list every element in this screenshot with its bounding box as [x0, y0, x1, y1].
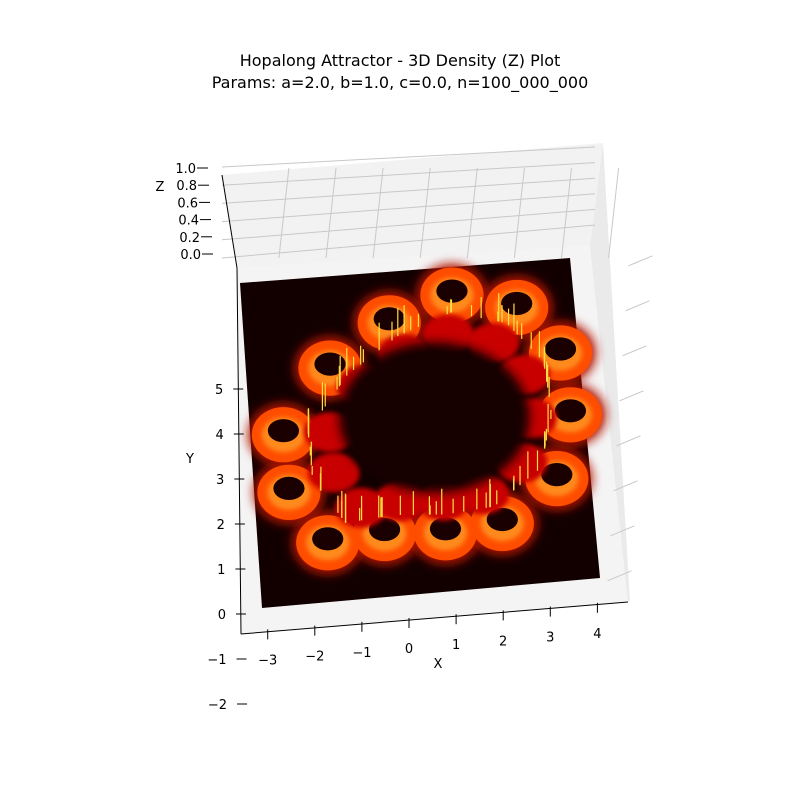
lobe-hole	[273, 476, 305, 500]
grid-line-x	[608, 167, 620, 259]
grid-line-y	[607, 570, 632, 582]
z-tick-label: 0.2	[179, 231, 200, 246]
x-tick-label: 0	[405, 642, 413, 657]
grid-line-y	[610, 525, 635, 537]
grid-line-y	[619, 390, 644, 402]
lobe-hole	[544, 337, 577, 361]
grid-line-y	[622, 345, 647, 357]
z-tick-label: 0.6	[177, 196, 198, 211]
y-axis-label: Y	[185, 452, 194, 467]
grid-line-z	[221, 208, 596, 241]
grid-line-z	[221, 177, 596, 204]
z-axis-label: Z	[156, 180, 165, 195]
y-tick-label: 4	[215, 428, 223, 443]
x-axis-label: X	[434, 657, 443, 672]
grid-line-x	[561, 167, 572, 259]
grid-line-y	[625, 300, 650, 312]
grid-line-x	[278, 167, 290, 259]
x-axis-line	[240, 601, 629, 635]
inner-band	[307, 452, 360, 493]
density-surface	[247, 263, 607, 575]
grid-line-y	[616, 435, 641, 447]
lobe-hole	[554, 399, 587, 423]
grid-line-z	[221, 193, 596, 223]
x-tick-label: −3	[258, 653, 277, 668]
y-tick-label: 3	[216, 473, 224, 488]
z-axis-line	[221, 174, 238, 269]
lobe-hole	[314, 352, 346, 376]
y-tick-label: 2	[217, 518, 225, 533]
grid	[221, 146, 653, 582]
lobe-hole	[486, 507, 518, 532]
x-tick-label: 4	[593, 627, 601, 642]
center-void	[339, 342, 530, 493]
x-tick-label: 3	[546, 631, 554, 646]
lobe-hole	[373, 307, 405, 331]
y-axis-line	[236, 267, 242, 635]
x-tick-label: 1	[452, 638, 460, 653]
inner-band	[334, 487, 387, 528]
axes: −3 −2 −1 0 1 2 3 4 −2 −1 0 1 2 3 4 5 0.0 0.2 0.4 0.6 0.8 1.0	[175, 162, 629, 713]
grid-line-z	[221, 146, 596, 168]
lobe-hole	[541, 463, 573, 487]
lobe-hole	[368, 517, 401, 542]
chart-subtitle: Params: a=2.0, b=1.0, c=0.0, n=100_000_0…	[211, 73, 589, 92]
y-tick-label: 5	[215, 383, 223, 398]
z-tick-label: 1.0	[175, 162, 196, 177]
y-tick-label: −1	[207, 653, 226, 668]
lobe-hole	[436, 279, 468, 303]
z-tick-label: 0.8	[176, 179, 197, 194]
lobe-hole	[501, 291, 533, 316]
lobe-hole	[312, 527, 344, 551]
back-pane-x	[222, 143, 603, 268]
lobe-hole	[429, 517, 462, 541]
grid-line-x	[419, 167, 431, 259]
chart-title: Hopalong Attractor - 3D Density (Z) Plot	[239, 51, 561, 70]
grid-line-y	[628, 255, 653, 267]
y-tick-label: 0	[218, 608, 226, 623]
x-tick-label: −1	[352, 646, 371, 661]
y-tick-label: 1	[217, 563, 225, 578]
y-tick-label: −2	[208, 698, 227, 713]
grid-line-x	[372, 167, 384, 259]
z-tick-label: 0.0	[180, 248, 201, 263]
z-tick-label: 0.4	[178, 214, 199, 229]
x-tick-label: 2	[499, 634, 507, 649]
grid-line-z	[221, 162, 596, 186]
lobe-hole	[267, 419, 300, 443]
grid-line-y	[613, 480, 638, 492]
grid-line-z	[221, 224, 596, 259]
x-tick-label: −2	[305, 650, 324, 665]
grid-line-x	[466, 167, 478, 259]
